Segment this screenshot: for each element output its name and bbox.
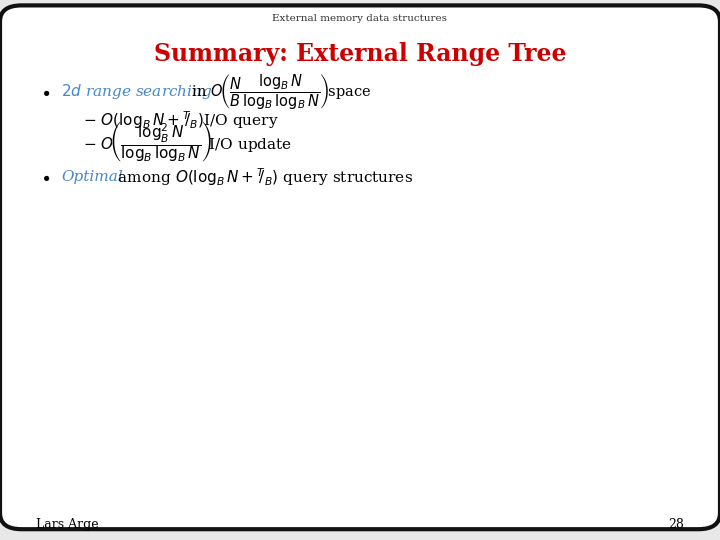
- Text: $q_4$: $q_4$: [239, 315, 256, 331]
- Text: Optimal: Optimal: [61, 170, 123, 184]
- Text: $-\ O(\log_B N + {}^T\!\!/_{B})$I/O query: $-\ O(\log_B N + {}^T\!\!/_{B})$I/O quer…: [83, 109, 279, 131]
- Text: $\bullet$: $\bullet$: [40, 83, 50, 101]
- Text: $2d$ range searching: $2d$ range searching: [61, 82, 212, 102]
- Text: $q_1$: $q_1$: [353, 485, 370, 501]
- Text: Summary: External Range Tree: Summary: External Range Tree: [154, 42, 566, 66]
- Text: $q_3$: $q_3$: [239, 382, 256, 398]
- Text: External memory data structures: External memory data structures: [272, 15, 448, 23]
- Text: Lars Arge: Lars Arge: [36, 518, 99, 531]
- Bar: [361, 323, 500, 390]
- Text: $q_2$: $q_2$: [491, 485, 508, 501]
- Text: $-\ O\!\left(\dfrac{\log_B^2 N}{\log_B \log_B N}\right)\!$I/O update: $-\ O\!\left(\dfrac{\log_B^2 N}{\log_B \…: [83, 119, 292, 164]
- Text: $\bullet$: $\bullet$: [40, 168, 50, 186]
- Text: in $O\!\left(\dfrac{N}{B}\dfrac{\log_B N}{\log_B \log_B N}\right)\!$space: in $O\!\left(\dfrac{N}{B}\dfrac{\log_B N…: [187, 72, 372, 111]
- Text: among $O(\log_B N + {}^T\!\!/_{B})$ query structures: among $O(\log_B N + {}^T\!\!/_{B})$ quer…: [113, 166, 413, 188]
- Text: 28: 28: [668, 518, 684, 531]
